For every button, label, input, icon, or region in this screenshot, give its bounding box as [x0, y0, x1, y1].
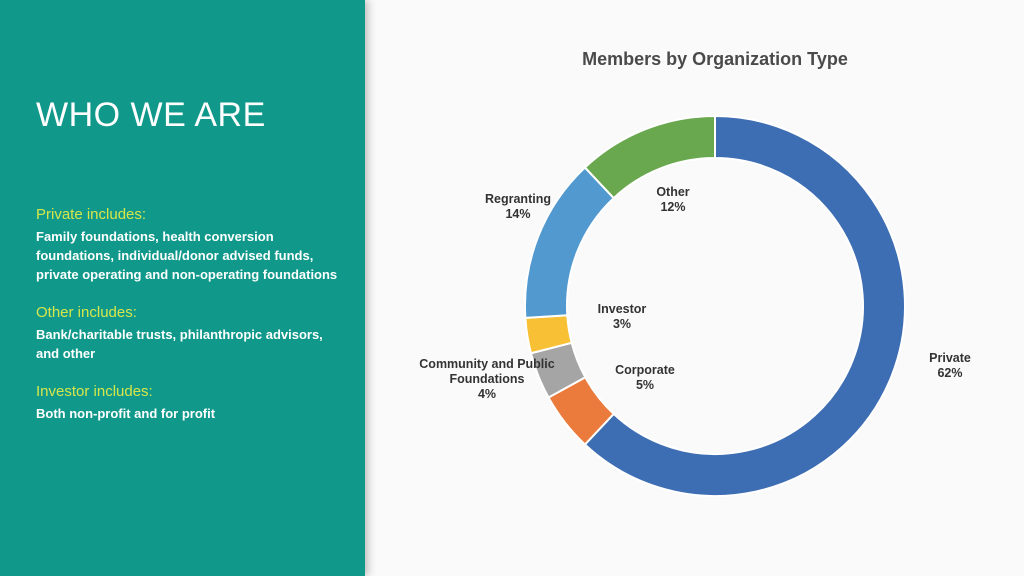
donut-chart: Private 62% Corporate 5% Community and Publi…	[419, 114, 971, 497]
chart-title: Members by Organization Type	[582, 49, 848, 69]
donut-slice-regranting	[524, 166, 616, 319]
slice-label: Investor 3%	[598, 302, 647, 331]
note-body: Both non-profit and for profit	[36, 406, 216, 421]
donut-labels: Private 62% Corporate 5% Community and Publi…	[419, 185, 971, 401]
note-heading: Private includes:	[36, 206, 147, 223]
note-body: Bank/charitable trusts, philanthropic ad…	[36, 327, 323, 361]
slide-title: WHO WE ARE	[36, 96, 266, 134]
slice-label: Regranting 14%	[485, 192, 551, 221]
slice-label: Community and Public Foundations 4%	[419, 357, 554, 401]
donut-slice-other	[583, 114, 716, 200]
slice-label: Other 12%	[656, 185, 689, 214]
left-panel: WHO WE ARE Private includes: Family foun…	[0, 0, 365, 576]
notes-list: Private includes: Family foundations, he…	[36, 206, 346, 443]
note-body: Family foundations, health conversion fo…	[36, 229, 338, 282]
chart-area: Members by Organization Type Private 62% C…	[365, 0, 1024, 576]
note-investor: Investor includes: Both non-profit and f…	[36, 383, 346, 423]
slice-label: Private 62%	[929, 351, 971, 380]
note-heading: Investor includes:	[36, 383, 153, 400]
donut-slices	[524, 114, 906, 497]
note-heading: Other includes:	[36, 304, 137, 321]
donut-slice-private	[583, 114, 906, 497]
slice-label: Corporate 5%	[615, 363, 675, 392]
note-other: Other includes: Bank/charitable trusts, …	[36, 304, 346, 363]
note-private: Private includes: Family foundations, he…	[36, 206, 346, 284]
